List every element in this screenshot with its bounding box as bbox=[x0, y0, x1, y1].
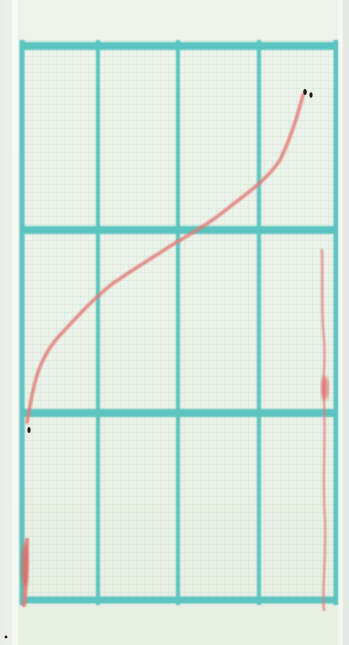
ink-mark-top-right-1 bbox=[303, 89, 307, 95]
paper-edge-right bbox=[338, 0, 343, 645]
trace-blob-right bbox=[321, 376, 329, 400]
trace-blob-left bbox=[21, 543, 29, 587]
right-trace bbox=[320, 248, 327, 612]
main-trace bbox=[25, 93, 305, 424]
major-grid bbox=[19, 40, 339, 605]
ink-mark-top-right-2 bbox=[309, 92, 313, 98]
paper-edge-left bbox=[12, 0, 18, 645]
ink-mark-left bbox=[27, 427, 31, 433]
ink-marks bbox=[4, 89, 313, 639]
ink-mark-corner bbox=[4, 635, 8, 639]
